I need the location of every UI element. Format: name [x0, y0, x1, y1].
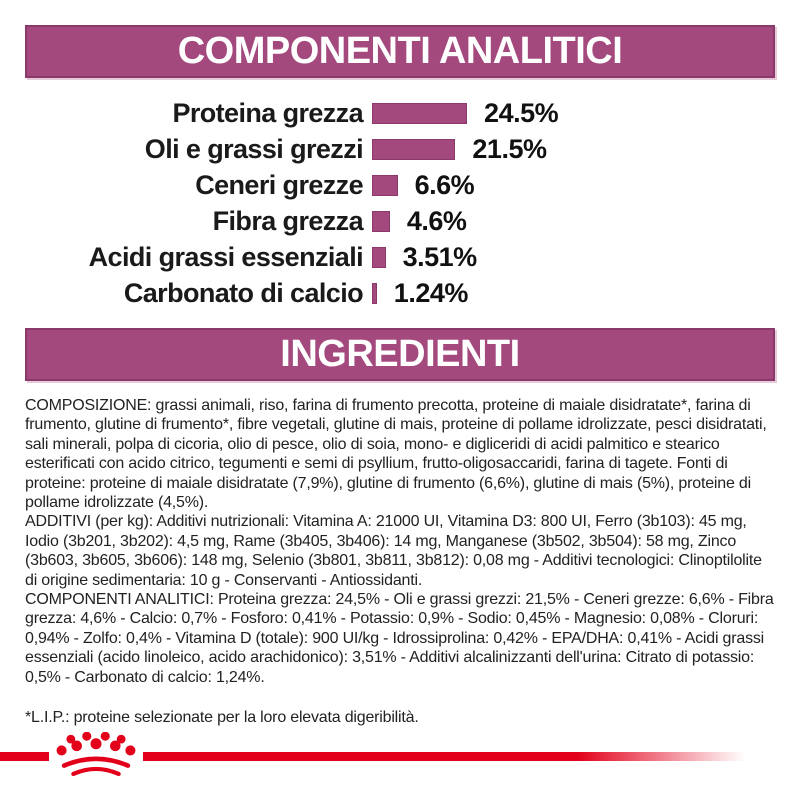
- divider-line-left: [0, 752, 49, 761]
- divider-line-right: [143, 752, 745, 761]
- chart-value: 1.24%: [393, 277, 469, 308]
- composition-paragraph: COMPOSIZIONE: grassi animali, riso, fari…: [25, 397, 767, 512]
- analytical-chart: Proteina grezza 24.5% Oli e grassi grezz…: [0, 95, 800, 311]
- chart-row-label: Oli e grassi grezzi: [144, 133, 364, 164]
- chart-row-label: Carbonato di calcio: [123, 277, 364, 308]
- chart-bar: [372, 102, 468, 124]
- chart-value: 24.5%: [484, 97, 559, 128]
- chart-row: Carbonato di calcio 1.24%: [0, 275, 800, 311]
- ingredients-header: INGREDIENTI: [25, 328, 775, 381]
- additives-paragraph: ADDITIVI (per kg): Additivi nutrizionali…: [25, 513, 762, 589]
- chart-value: 3.51%: [402, 241, 478, 272]
- chart-bar: [372, 210, 390, 232]
- chart-bar: [372, 246, 386, 268]
- chart-value: 6.6%: [414, 169, 475, 200]
- chart-row-label: Ceneri grezze: [195, 169, 363, 200]
- chart-row: Proteina grezza 24.5%: [0, 95, 800, 131]
- chart-row-label: Acidi grassi essenziali: [88, 241, 364, 272]
- chart-row: Oli e grassi grezzi 21.5%: [0, 131, 800, 167]
- chart-row-label: Fibra grezza: [212, 205, 364, 236]
- royal-canin-crown-icon: [56, 732, 136, 777]
- brand-footer: [0, 731, 800, 781]
- ingredients-text-block: COMPOSIZIONE: grassi animali, riso, fari…: [25, 396, 777, 728]
- chart-bar: [372, 174, 398, 196]
- analytical-constituents-paragraph: COMPONENTI ANALITICI: Proteina grezza: 2…: [25, 591, 774, 686]
- ingredients-title: INGREDIENTI: [280, 333, 520, 375]
- chart-value: 21.5%: [472, 133, 547, 164]
- lip-footnote: *L.I.P.: proteine selezionate per la lor…: [25, 709, 419, 727]
- chart-value: 4.6%: [406, 205, 467, 236]
- chart-row: Fibra grezza 4.6%: [0, 203, 800, 239]
- chart-row-label: Proteina grezza: [172, 97, 363, 128]
- chart-row: Acidi grassi essenziali 3.51%: [0, 239, 800, 275]
- analytical-components-header: COMPONENTI ANALITICI: [25, 25, 775, 78]
- chart-row: Ceneri grezze 6.6%: [0, 167, 800, 203]
- chart-bar: [372, 282, 377, 304]
- analytical-components-title: COMPONENTI ANALITICI: [177, 30, 623, 72]
- chart-bar: [372, 138, 456, 160]
